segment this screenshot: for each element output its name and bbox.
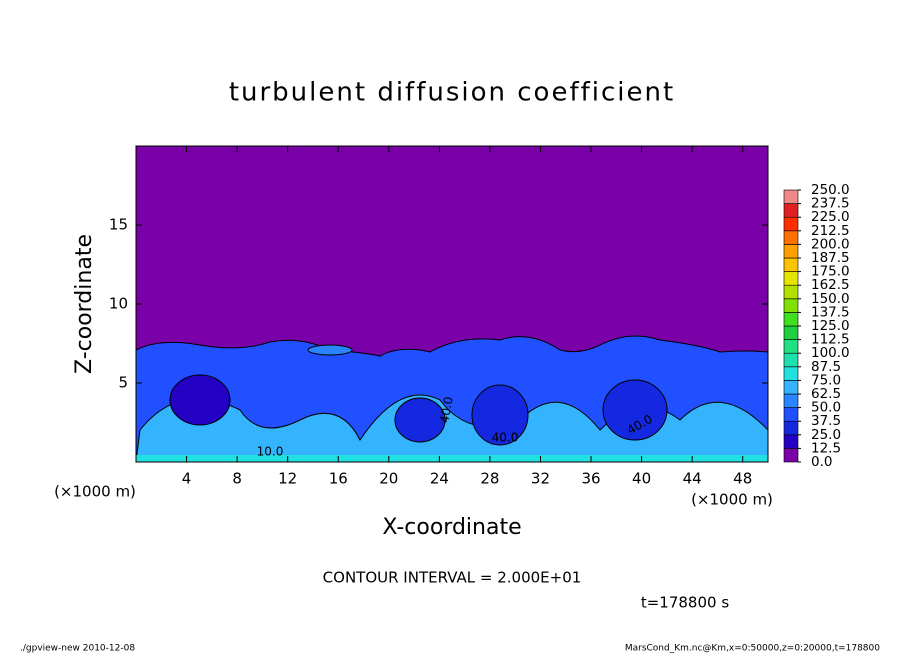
colorbar-label: 212.5	[811, 223, 850, 239]
colorbar-label: 75.0	[811, 372, 841, 388]
colorbar-swatch	[783, 448, 799, 463]
x-unit: (×1000 m)	[691, 491, 773, 509]
colorbar-swatch	[783, 339, 799, 354]
colorbar-label: 175.0	[811, 264, 850, 280]
colorbar-label: 125.0	[811, 318, 850, 334]
colorbar-label: 250.0	[811, 182, 850, 198]
y-tick-label: 10	[109, 295, 128, 313]
colorbar-swatch	[783, 298, 799, 313]
contour-label: 40.0	[437, 396, 455, 425]
x-tick-label: 44	[683, 470, 702, 488]
colorbar-label: 200.0	[811, 236, 850, 252]
colorbar-label: 237.5	[811, 196, 850, 212]
colorbar-swatch	[783, 352, 799, 368]
x-tick-label: 28	[480, 470, 499, 488]
footer-right: MarsCond_Km.nc@Km,x=0:50000,z=0:20000,t=…	[625, 644, 880, 654]
field-region	[169, 374, 231, 426]
colorbar-swatch	[783, 312, 799, 327]
contour-label: 10.0	[257, 445, 284, 459]
y-axis-label: Z-coordinate	[72, 234, 97, 374]
field	[135, 145, 769, 463]
y-tick-label: 5	[118, 374, 128, 392]
colorbar-swatch	[783, 284, 799, 300]
field-region	[135, 394, 769, 463]
x-tick-label: 20	[379, 470, 398, 488]
x-axis-label: X-coordinate	[382, 515, 521, 540]
field-region	[307, 344, 353, 356]
colorbar-label: 150.0	[811, 291, 850, 307]
field-region	[602, 379, 668, 441]
colorbar-label: 87.5	[811, 359, 841, 375]
x-tick-label: 48	[733, 470, 752, 488]
contour-interval: CONTOUR INTERVAL = 2.000E+01	[323, 569, 582, 587]
colorbar-label: 225.0	[811, 209, 850, 225]
x-tick-label: 12	[278, 470, 297, 488]
colorbar-swatch	[783, 380, 799, 395]
y-unit: (×1000 m)	[54, 483, 136, 501]
contour-label: 40.0	[492, 431, 519, 445]
x-tick-label: 40	[632, 470, 651, 488]
x-tick-label: 16	[329, 470, 348, 488]
colorbar-label: 187.5	[811, 250, 850, 266]
colorbar-label: 37.5	[811, 413, 841, 429]
chart-title: turbulent diffusion coefficient	[229, 78, 675, 108]
colorbar-swatch	[783, 230, 799, 245]
colorbar-label: 50.0	[811, 400, 841, 416]
time-label: t=178800 s	[641, 594, 729, 612]
field-region	[394, 397, 446, 443]
colorbar-swatch	[783, 434, 799, 449]
field-region	[136, 455, 768, 462]
colorbar-label: 112.5	[811, 332, 850, 348]
colorbar-swatch	[783, 366, 799, 381]
colorbar-swatch	[783, 420, 799, 436]
colorbar-swatch	[783, 393, 799, 408]
y-tick-label: 15	[109, 216, 128, 234]
x-tick-label: 8	[232, 470, 242, 488]
colorbar-label: 0.0	[811, 454, 832, 470]
x-tick-label: 4	[182, 470, 192, 488]
colorbar-swatch	[783, 407, 799, 422]
colorbar-label: 137.5	[811, 304, 850, 320]
x-tick-label: 36	[581, 470, 600, 488]
colorbar-label: 12.5	[811, 440, 841, 456]
x-tick-label: 32	[531, 470, 550, 488]
footer-left: ./gpview-new 2010-12-08	[20, 644, 135, 654]
colorbar-swatch	[783, 271, 799, 286]
colorbar-label: 62.5	[811, 386, 841, 402]
colorbar-swatch	[783, 325, 799, 340]
colorbar-swatch	[783, 189, 799, 204]
field-region	[471, 384, 529, 446]
colorbar-swatch	[783, 203, 799, 218]
colorbar-swatch	[783, 244, 799, 259]
colorbar-swatch	[783, 257, 799, 272]
colorbar-swatch	[783, 216, 799, 232]
colorbar-label: 162.5	[811, 277, 850, 293]
colorbar-label: 100.0	[811, 345, 850, 361]
x-tick-label: 24	[430, 470, 449, 488]
colorbar-label: 25.0	[811, 427, 841, 443]
